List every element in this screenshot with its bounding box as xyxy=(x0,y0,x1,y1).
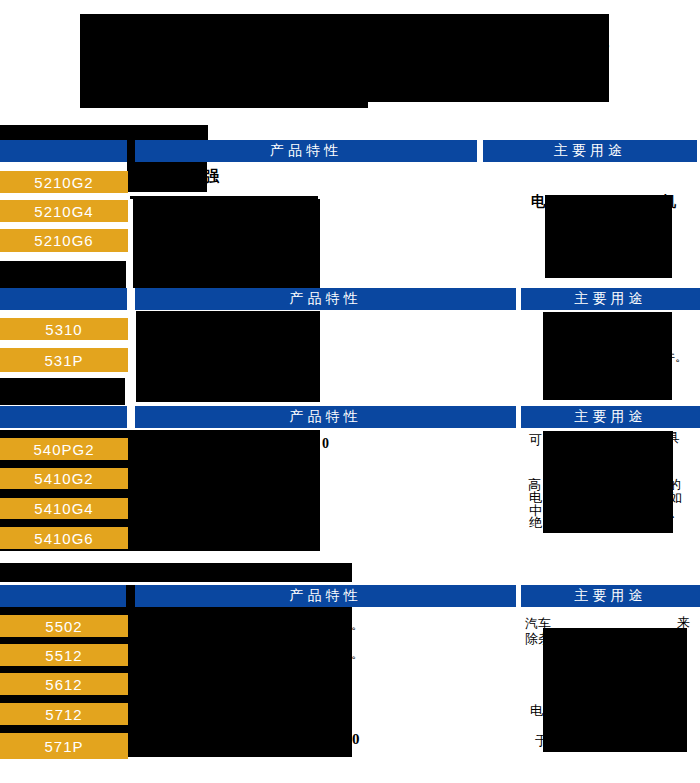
product-button-5712[interactable]: 5712 xyxy=(0,703,128,725)
product-button-571p[interactable]: 571P xyxy=(0,733,128,759)
section-1-uses-fragment-end: 机 xyxy=(662,195,676,209)
section-3-label-redaction xyxy=(0,378,125,405)
section-4-features-redaction xyxy=(0,585,352,757)
product-button-5512[interactable]: 5512 xyxy=(0,644,128,666)
page: , 产品特性 主要用途 5210G2 5210G4 5210G6 强 电 机 ,… xyxy=(0,0,700,783)
section-2-uses-redaction xyxy=(543,312,672,400)
section-2-features-column-header: 产品特性 xyxy=(135,288,516,310)
section-1-product-column-header xyxy=(0,140,127,162)
section-3-uses-fragment: 绝 xyxy=(529,516,542,529)
section-2-product-column-header xyxy=(0,288,127,310)
redacted-title-block-tail xyxy=(80,98,368,108)
product-button-5310[interactable]: 5310 xyxy=(0,318,128,340)
section-3-uses-fragment: 、 xyxy=(670,505,683,518)
section-3-product-column-header xyxy=(0,406,127,428)
section-4-uses-fragment: 汽车 xyxy=(525,617,551,630)
section-1-features-fragment: 强 xyxy=(204,169,219,184)
product-button-540pg2[interactable]: 540PG2 xyxy=(0,438,128,460)
product-button-5410g6[interactable]: 5410G6 xyxy=(0,527,128,549)
section-4-label-redaction xyxy=(0,563,352,582)
section-3-uses-fragment: 如 xyxy=(669,491,682,504)
section-4-uses-fragment: 于 xyxy=(535,734,548,747)
section-2-label-redaction xyxy=(0,261,126,288)
section-3-uses-fragment: 可 xyxy=(529,433,542,446)
product-button-5612[interactable]: 5612 xyxy=(0,673,128,695)
section-1-features-redaction xyxy=(133,199,320,288)
product-button-5210g6[interactable]: 5210G6 xyxy=(0,229,128,252)
section-2-uses-fragment-end: 件。 xyxy=(662,350,688,363)
section-1-uses-redaction xyxy=(545,195,672,278)
section-1-features-column-header: 产品特性 xyxy=(135,140,477,162)
section-4-features-fragment: 。 xyxy=(351,647,364,660)
section-1-uses-fragment-start: 电 xyxy=(531,195,545,209)
product-button-531p[interactable]: 531P xyxy=(0,348,128,372)
section-4-uses-redaction xyxy=(543,628,687,752)
section-3-uses-column-header: 主要用途 xyxy=(521,406,700,428)
redacted-title-block xyxy=(80,14,609,102)
section-4-features-fragment: 。 xyxy=(351,618,364,631)
section-4-uses-fragment: 来 xyxy=(677,616,690,629)
section-4-uses-fragment: 电 xyxy=(530,704,543,717)
product-button-5210g4[interactable]: 5210G4 xyxy=(0,200,128,222)
section-1-uses-fragment-mark: , xyxy=(666,209,669,222)
product-button-5410g4[interactable]: 5410G4 xyxy=(0,498,128,519)
section-2-features-redaction xyxy=(136,311,320,402)
section-3-uses-redaction xyxy=(543,431,673,533)
product-button-5410g2[interactable]: 5410G2 xyxy=(0,468,128,489)
section-4-features-column-header: 产品特性 xyxy=(135,585,516,607)
product-button-5210g2[interactable]: 5210G2 xyxy=(0,171,128,193)
product-button-5502[interactable]: 5502 xyxy=(0,615,128,637)
section-3-features-column-header: 产品特性 xyxy=(135,406,516,428)
section-3-uses-fragment: 具 xyxy=(667,431,680,444)
section-4-uses-fragment: 除杂 xyxy=(525,632,551,645)
section-4-uses-column-header: 主要用途 xyxy=(521,585,700,607)
section-1-uses-column-header: 主要用途 xyxy=(483,140,697,162)
title-comma-fragment: , xyxy=(604,26,611,52)
section-2-uses-column-header: 主要用途 xyxy=(521,288,700,310)
section-4-product-column-header xyxy=(0,585,126,607)
section-3-features-fragment: 0 xyxy=(322,437,329,451)
section-4-features-fragment: -0 xyxy=(347,732,360,747)
